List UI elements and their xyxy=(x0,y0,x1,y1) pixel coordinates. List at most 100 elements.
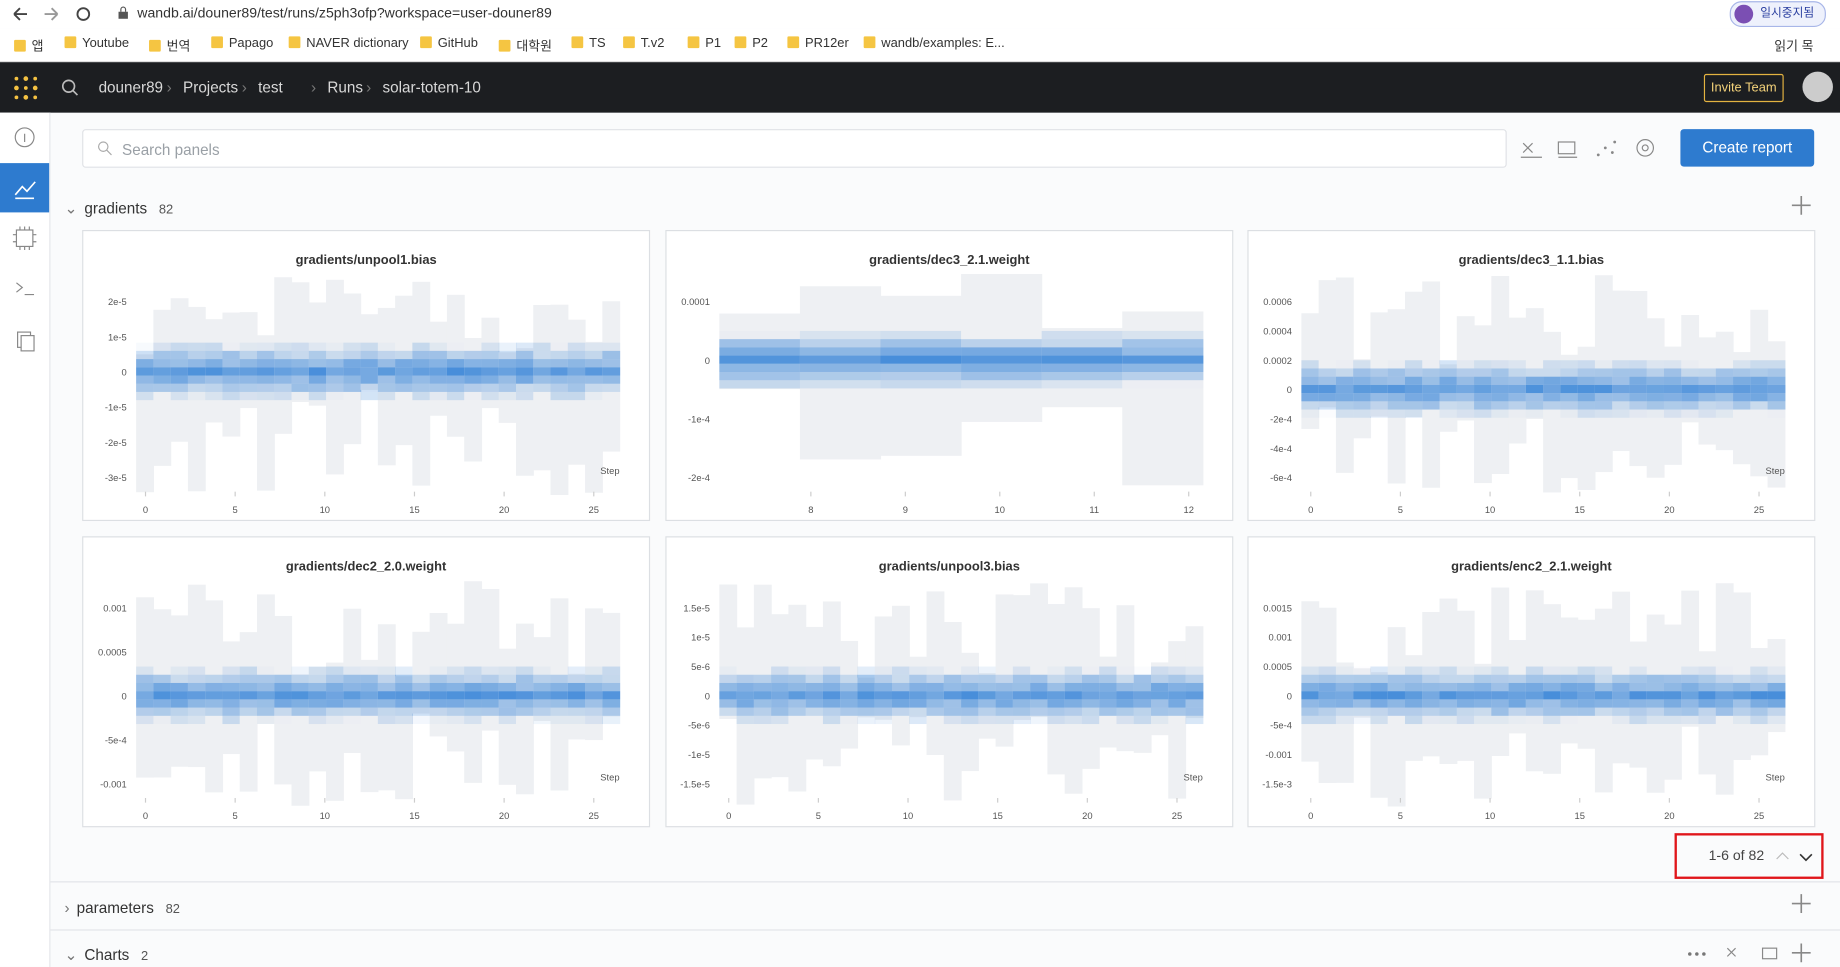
heatmap-cell xyxy=(1353,393,1372,402)
heatmap-cell xyxy=(805,691,824,700)
heatmap-cell xyxy=(446,674,465,683)
heatmap-cell xyxy=(892,666,910,675)
wandb-logo[interactable] xyxy=(13,75,39,101)
heatmap-cell xyxy=(377,367,396,376)
heatmap-cell xyxy=(1681,376,1700,385)
nav-buttons[interactable] xyxy=(9,5,103,24)
heatmap-cell xyxy=(429,367,448,376)
bookmark[interactable]: Youtube xyxy=(64,36,129,50)
avatar[interactable] xyxy=(1802,71,1833,103)
bookmark[interactable]: NAVER dictionary xyxy=(288,36,409,50)
bookmark[interactable]: P1 xyxy=(687,36,721,50)
heatmap-cell xyxy=(222,343,240,351)
breadcrumb-item[interactable]: solar-totem-10 xyxy=(382,78,481,97)
heatmap-cell xyxy=(1439,691,1458,700)
heatmap-cell xyxy=(840,674,859,683)
heatmap-cell xyxy=(753,682,772,692)
heatmap-cell xyxy=(412,699,431,708)
bookmark[interactable]: TS xyxy=(571,36,606,50)
invite-button[interactable]: Invite Team xyxy=(1703,73,1784,103)
breadcrumb-item[interactable]: Runs xyxy=(327,78,364,97)
heatmap-cell xyxy=(788,666,807,675)
sidebar-icons[interactable] xyxy=(0,113,50,371)
section-header[interactable]: ⌄ Charts 2 xyxy=(64,945,149,964)
bookmark[interactable]: 대학원 xyxy=(498,36,552,55)
bookmark[interactable]: Papago xyxy=(211,36,273,50)
heatmap-cell xyxy=(1404,674,1423,683)
heatmap-cell xyxy=(326,383,344,392)
breadcrumb-item[interactable]: douner89 xyxy=(98,78,164,97)
heatmap-cell xyxy=(1030,699,1048,708)
heatmap-cell xyxy=(136,699,154,708)
heatmap-cell xyxy=(464,715,483,725)
heatmap-cell xyxy=(1698,401,1717,410)
search-icon[interactable] xyxy=(61,79,80,98)
bookmark[interactable]: GitHub xyxy=(420,36,478,50)
bookmark[interactable]: 앱 xyxy=(14,36,44,55)
create-report-button[interactable]: Create report xyxy=(1680,129,1815,167)
pagination: 1-6 of 82 xyxy=(1674,833,1824,879)
bookmark[interactable]: PR12er xyxy=(787,36,849,50)
heatmap-cell xyxy=(291,666,310,675)
page-buttons[interactable] xyxy=(1775,850,1815,864)
heatmap-cell xyxy=(187,699,206,708)
heatmap-cell xyxy=(308,359,327,368)
add-panel[interactable] xyxy=(1790,892,1813,915)
heatmap-cell xyxy=(1318,401,1337,410)
profile-button[interactable]: 일시중지됨 xyxy=(1729,1,1826,27)
heatmap-cell xyxy=(857,707,876,716)
toolbar-icons[interactable] xyxy=(1516,134,1662,162)
heatmap-cell xyxy=(1041,371,1123,381)
heatmap-cell xyxy=(719,347,801,356)
search-panels[interactable]: Search panels xyxy=(82,129,1507,168)
heatmap-cell xyxy=(515,707,534,716)
section-header[interactable]: › parameters 82 xyxy=(64,898,180,917)
bookmark[interactable]: wandb/examples: E... xyxy=(863,36,1005,50)
bookmark[interactable]: P2 xyxy=(734,36,768,50)
heatmap-cell xyxy=(377,691,396,700)
heatmap-cell xyxy=(943,707,962,716)
breadcrumb-item[interactable]: Projects xyxy=(183,78,239,97)
heatmap-bg xyxy=(1594,275,1613,473)
heatmap-cell xyxy=(909,666,928,675)
heatmap-cell xyxy=(880,347,962,356)
heatmap-cell xyxy=(1041,347,1123,356)
heatmap-cell xyxy=(308,691,327,700)
heatmap-cell xyxy=(464,367,483,376)
heatmap-cell xyxy=(1594,409,1613,418)
heatmap-cell xyxy=(498,391,517,401)
heatmap-cell xyxy=(961,371,1043,381)
bookmark[interactable]: 번역 xyxy=(149,36,190,55)
breadcrumb-item[interactable]: test xyxy=(258,78,283,97)
heatmap-cell xyxy=(308,350,327,360)
section-tools[interactable] xyxy=(1685,941,1814,964)
section-header[interactable]: ⌄ gradients 82 xyxy=(64,199,174,218)
y-tick-label: -1e-4 xyxy=(688,414,710,424)
heatmap-cell xyxy=(481,666,500,675)
heatmap-cell xyxy=(1353,715,1372,725)
bookmark[interactable]: T.v2 xyxy=(623,36,664,50)
heatmap-bg xyxy=(753,584,772,779)
heatmap-cell xyxy=(822,674,841,683)
heatmap-cell xyxy=(1422,674,1441,683)
heatmap-cell xyxy=(961,715,979,725)
heatmap-cell xyxy=(515,350,534,360)
heatmap-bg xyxy=(880,295,962,456)
y-tick-label: 0 xyxy=(705,691,710,701)
heatmap-cell xyxy=(360,359,379,368)
heatmap-cell xyxy=(343,699,362,708)
heatmap-cell xyxy=(292,716,310,724)
heatmap-cell xyxy=(1353,674,1372,683)
heatmap-cell xyxy=(1387,376,1406,385)
heatmap-cell xyxy=(1629,360,1648,369)
heatmap-cell xyxy=(1577,666,1596,675)
heatmap-cell xyxy=(602,715,621,725)
heatmap-cell xyxy=(1041,355,1123,364)
heatmap-cell xyxy=(1543,715,1561,725)
add-panel[interactable] xyxy=(1790,194,1813,217)
heatmap-cell xyxy=(567,342,586,351)
url[interactable]: wandb.ai/douner89/test/runs/z5ph3ofp?wor… xyxy=(137,4,552,22)
reading-list[interactable]: 읽기 목 xyxy=(1774,39,1814,54)
heatmap-cell xyxy=(1698,682,1717,692)
heatmap-cell xyxy=(719,699,738,708)
